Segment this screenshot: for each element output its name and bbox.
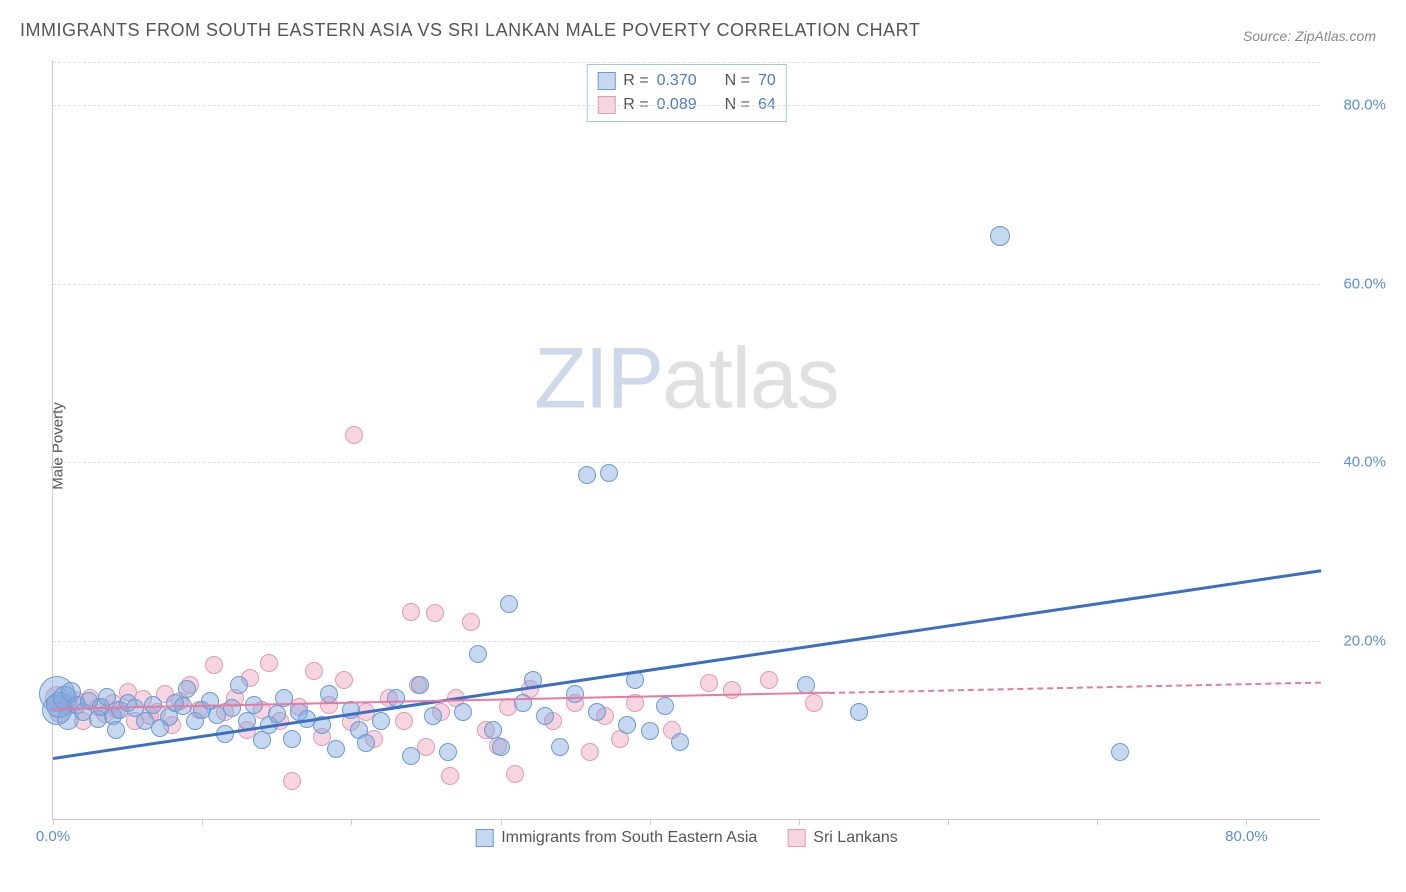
scatter-point-series1	[600, 464, 618, 482]
scatter-point-series1	[357, 734, 375, 752]
scatter-point-series2	[283, 772, 301, 790]
scatter-point-series1	[566, 685, 584, 703]
scatter-point-series1	[671, 733, 689, 751]
scatter-point-series2	[441, 767, 459, 785]
regression-line-series1	[53, 570, 1321, 760]
series-legend-label: Immigrants from South Eastern Asia	[501, 829, 757, 847]
series-legend-item: Sri Lankans	[787, 829, 898, 847]
watermark-text: ZIPatlas	[534, 329, 838, 428]
legend-n-label: N =	[725, 69, 750, 93]
scatter-point-series2	[205, 656, 223, 674]
scatter-point-series1	[492, 738, 510, 756]
scatter-point-series1	[618, 716, 636, 734]
chart-title: IMMIGRANTS FROM SOUTH EASTERN ASIA VS SR…	[20, 20, 920, 41]
legend-swatch	[597, 72, 615, 90]
x-tick-mark	[351, 819, 352, 825]
scatter-point-series1	[402, 747, 420, 765]
x-tick-mark	[53, 819, 54, 825]
x-tick-mark	[799, 819, 800, 825]
scatter-point-series1	[578, 466, 596, 484]
series-legend: Immigrants from South Eastern Asia Sri La…	[475, 829, 898, 847]
x-tick-mark	[948, 819, 949, 825]
scatter-point-series1	[144, 696, 162, 714]
scatter-point-series1	[588, 703, 606, 721]
y-tick-label: 40.0%	[1326, 454, 1386, 471]
scatter-point-series1	[107, 721, 125, 739]
scatter-point-series1	[514, 694, 532, 712]
scatter-point-series2	[260, 654, 278, 672]
scatter-point-series1	[178, 680, 196, 698]
legend-n-value: 70	[758, 69, 776, 93]
x-tick-mark	[650, 819, 651, 825]
scatter-point-series1	[439, 743, 457, 761]
scatter-point-series1	[990, 226, 1010, 246]
scatter-point-series2	[805, 694, 823, 712]
series-legend-item: Immigrants from South Eastern Asia	[475, 829, 757, 847]
scatter-point-series1	[484, 721, 502, 739]
gridline	[53, 62, 1320, 63]
x-tick-mark	[202, 819, 203, 825]
x-tick-label: 80.0%	[1225, 828, 1268, 845]
y-tick-label: 60.0%	[1326, 275, 1386, 292]
scatter-point-series2	[760, 671, 778, 689]
regression-line-series2-dashed	[829, 681, 1321, 693]
scatter-point-series2	[335, 671, 353, 689]
legend-r-label: R =	[623, 69, 648, 93]
scatter-point-series1	[411, 676, 429, 694]
gridline	[53, 641, 1320, 642]
scatter-point-series1	[656, 697, 674, 715]
plot-area: ZIPatlas R = 0.370N = 70R = 0.089N = 64 …	[52, 60, 1320, 820]
y-tick-label: 20.0%	[1326, 633, 1386, 650]
scatter-point-series2	[700, 674, 718, 692]
scatter-point-series1	[500, 595, 518, 613]
scatter-point-series2	[426, 604, 444, 622]
scatter-point-series2	[305, 662, 323, 680]
correlation-legend: R = 0.370N = 70R = 0.089N = 64	[586, 64, 787, 122]
y-tick-label: 80.0%	[1326, 96, 1386, 113]
gridline	[53, 284, 1320, 285]
scatter-point-series2	[506, 765, 524, 783]
scatter-point-series1	[469, 645, 487, 663]
scatter-point-series1	[230, 676, 248, 694]
scatter-point-series1	[551, 738, 569, 756]
scatter-point-series2	[395, 712, 413, 730]
scatter-point-series2	[723, 681, 741, 699]
scatter-point-series1	[536, 707, 554, 725]
scatter-point-series1	[850, 703, 868, 721]
gridline	[53, 462, 1320, 463]
scatter-point-series2	[345, 426, 363, 444]
gridline	[53, 105, 1320, 106]
legend-swatch	[787, 829, 805, 847]
x-tick-mark	[501, 819, 502, 825]
scatter-point-series2	[581, 743, 599, 761]
scatter-point-series1	[641, 722, 659, 740]
source-attribution: Source: ZipAtlas.com	[1243, 28, 1376, 44]
scatter-point-series1	[327, 740, 345, 758]
legend-swatch	[475, 829, 493, 847]
scatter-point-series2	[402, 603, 420, 621]
scatter-point-series1	[320, 685, 338, 703]
x-tick-mark	[1097, 819, 1098, 825]
scatter-point-series1	[1111, 743, 1129, 761]
legend-r-value: 0.370	[657, 69, 697, 93]
scatter-point-series1	[372, 712, 390, 730]
scatter-point-series1	[454, 703, 472, 721]
scatter-point-series2	[462, 613, 480, 631]
x-tick-label: 0.0%	[36, 828, 70, 845]
scatter-point-series1	[283, 730, 301, 748]
x-tick-mark	[1246, 819, 1247, 825]
scatter-point-series1	[223, 699, 241, 717]
series-legend-label: Sri Lankans	[813, 829, 898, 847]
scatter-point-series1	[424, 707, 442, 725]
legend-row: R = 0.370 N = 70	[597, 69, 776, 93]
